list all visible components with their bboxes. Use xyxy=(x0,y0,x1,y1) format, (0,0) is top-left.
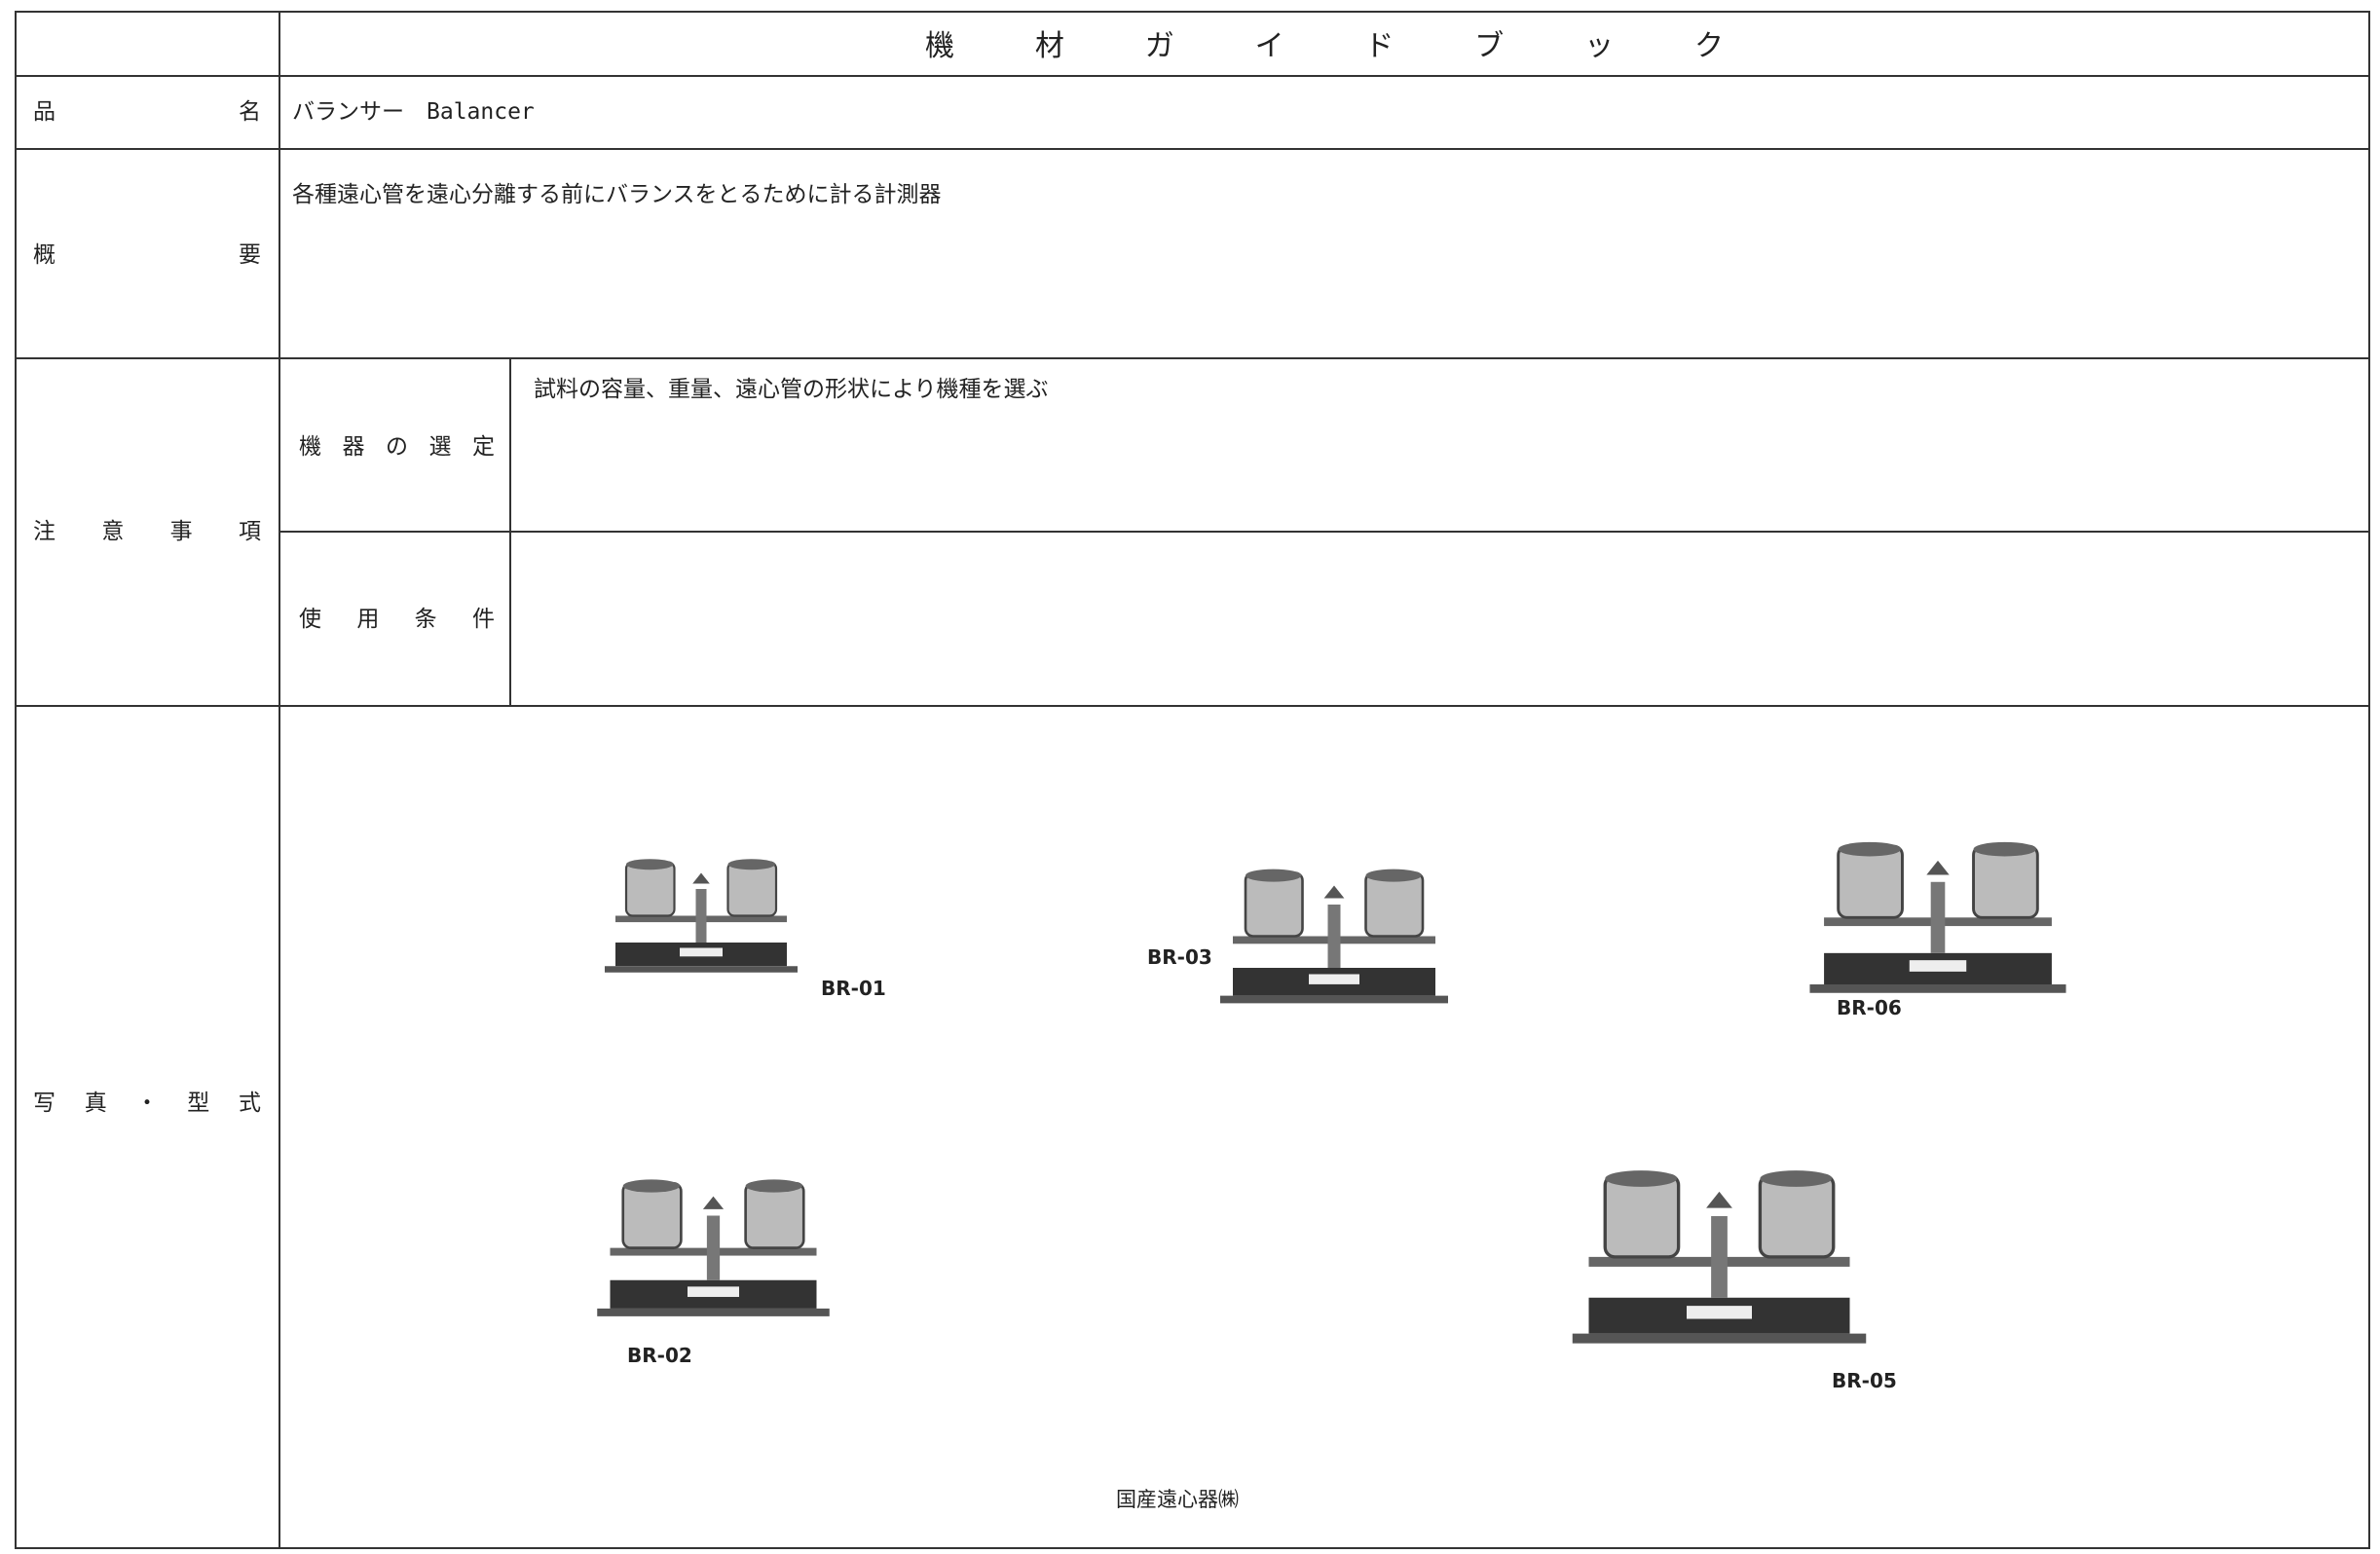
overview-text: 各種遠心管を遠心分離する前にバランスをとるために計る計測器 xyxy=(292,182,942,207)
balancer-photo xyxy=(1570,1168,1869,1346)
row-label: 品名 xyxy=(33,99,261,125)
balancer-photo xyxy=(595,1177,832,1318)
sub-label: 機器の選定 xyxy=(299,434,495,460)
balancer-photo xyxy=(603,857,800,975)
row-label: 写真・型式 xyxy=(33,1091,261,1116)
model-label: BR-01 xyxy=(821,977,886,1000)
item-name: バランサー Balancer xyxy=(292,99,535,125)
balancer-photo xyxy=(1218,868,1450,1005)
row-label: 概要 xyxy=(33,242,261,268)
row-label: 注意事項 xyxy=(33,519,261,544)
model-label: BR-02 xyxy=(627,1344,692,1367)
model-label: BR-06 xyxy=(1837,996,1902,1019)
title: 機材ガイドブック xyxy=(925,29,1724,63)
balancer-photo xyxy=(1807,840,2068,995)
selection-text: 試料の容量、重量、遠心管の形状により機種を選ぶ xyxy=(534,377,1049,402)
model-label: BR-05 xyxy=(1832,1369,1897,1392)
model-label: BR-03 xyxy=(1147,945,1212,969)
maker: 国産遠心器㈱ xyxy=(1116,1488,1239,1511)
sub-label: 使用条件 xyxy=(299,607,495,632)
